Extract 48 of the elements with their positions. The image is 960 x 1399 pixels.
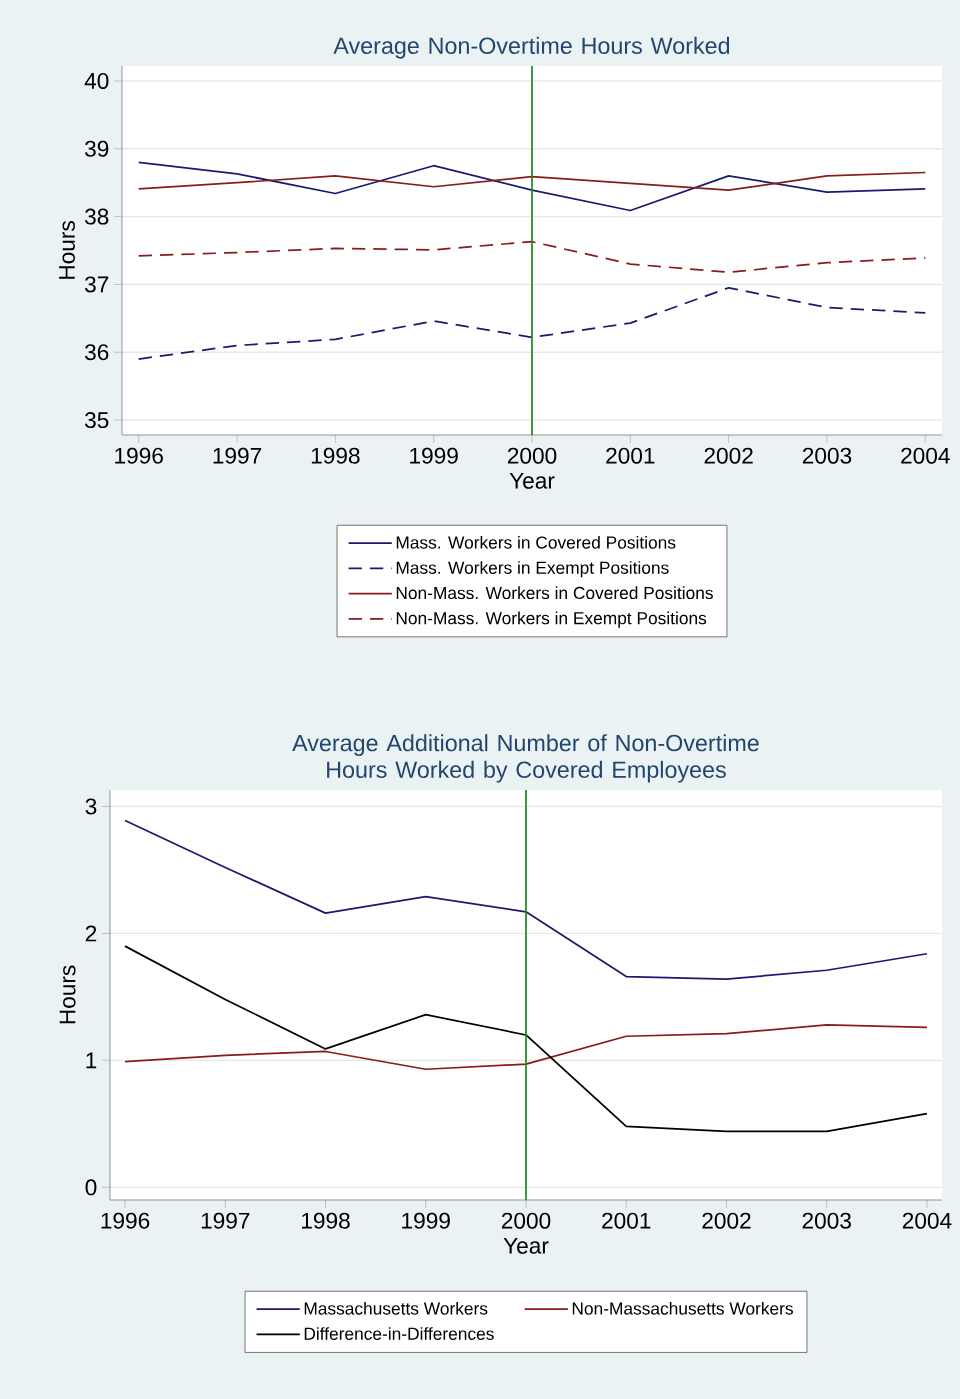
x-tick-label: 1999: [402, 1212, 450, 1229]
legend-label: Difference-in-Differences: [304, 1327, 494, 1340]
x-tick-label: 1998: [311, 447, 360, 464]
y-axis-title: Hours: [59, 965, 76, 1024]
x-tick-label: 2001: [606, 447, 655, 464]
y-tick-label: 39: [84, 140, 109, 157]
line-series: [137, 171, 927, 191]
y-tick-label: 2: [85, 925, 97, 942]
x-axis-title: Year: [509, 472, 555, 489]
x-tick-label: 2003: [802, 447, 852, 464]
legend-label: Non-Mass. Workers in Covered Positions: [396, 586, 713, 600]
x-tick-label: 2003: [802, 1212, 851, 1229]
x-tick-label: 1998: [302, 1212, 350, 1229]
y-tick-label: 37: [84, 276, 109, 293]
legend-label: Mass. Workers in Exempt Positions: [396, 561, 669, 578]
y-tick-label: 1: [86, 1052, 97, 1069]
x-axis-title: Year: [503, 1237, 549, 1254]
legend-label: Non-Mass. Workers in Exempt Positions: [396, 611, 707, 628]
y-tick-label: 38: [84, 208, 109, 225]
line-series: [137, 240, 927, 274]
y-tick-label: 36: [84, 344, 109, 361]
line-series: [124, 1023, 928, 1071]
x-tick-label: 2002: [704, 447, 753, 464]
y-tick-label: 40: [84, 72, 109, 89]
x-tick-label: 2001: [602, 1212, 651, 1229]
x-tick-label: 2002: [702, 1212, 751, 1229]
x-tick-label: 2000: [507, 447, 557, 464]
line-series: [137, 161, 927, 212]
line-series: [124, 819, 928, 980]
x-tick-label: 1997: [201, 1212, 250, 1229]
line-series: [124, 945, 928, 1133]
x-tick-label: 2004: [901, 447, 950, 464]
x-tick-label: 2004: [902, 1212, 952, 1229]
legend-label: Mass. Workers in Covered Positions: [396, 535, 676, 549]
x-tick-label: 1996: [115, 447, 163, 464]
chart-title: Average Additional Number of Non-Overtime Hours Worked by Covered Employees: [292, 734, 759, 783]
y-tick-label: 35: [84, 412, 109, 429]
x-tick-label: 1997: [213, 447, 262, 464]
legend-label: Massachusetts Workers: [304, 1301, 488, 1315]
y-tick-label: 0: [85, 1179, 97, 1196]
y-tick-label: 3: [85, 798, 97, 815]
line-series: [137, 286, 927, 360]
chart-title: Average Non-Overtime Hours Worked: [333, 36, 730, 59]
y-axis-title: Hours: [59, 221, 75, 279]
legend-label: Non-Massachusetts Workers: [572, 1301, 793, 1315]
x-tick-label: 1996: [101, 1212, 150, 1229]
x-tick-label: 2000: [501, 1212, 551, 1229]
x-tick-label: 1999: [410, 447, 458, 464]
